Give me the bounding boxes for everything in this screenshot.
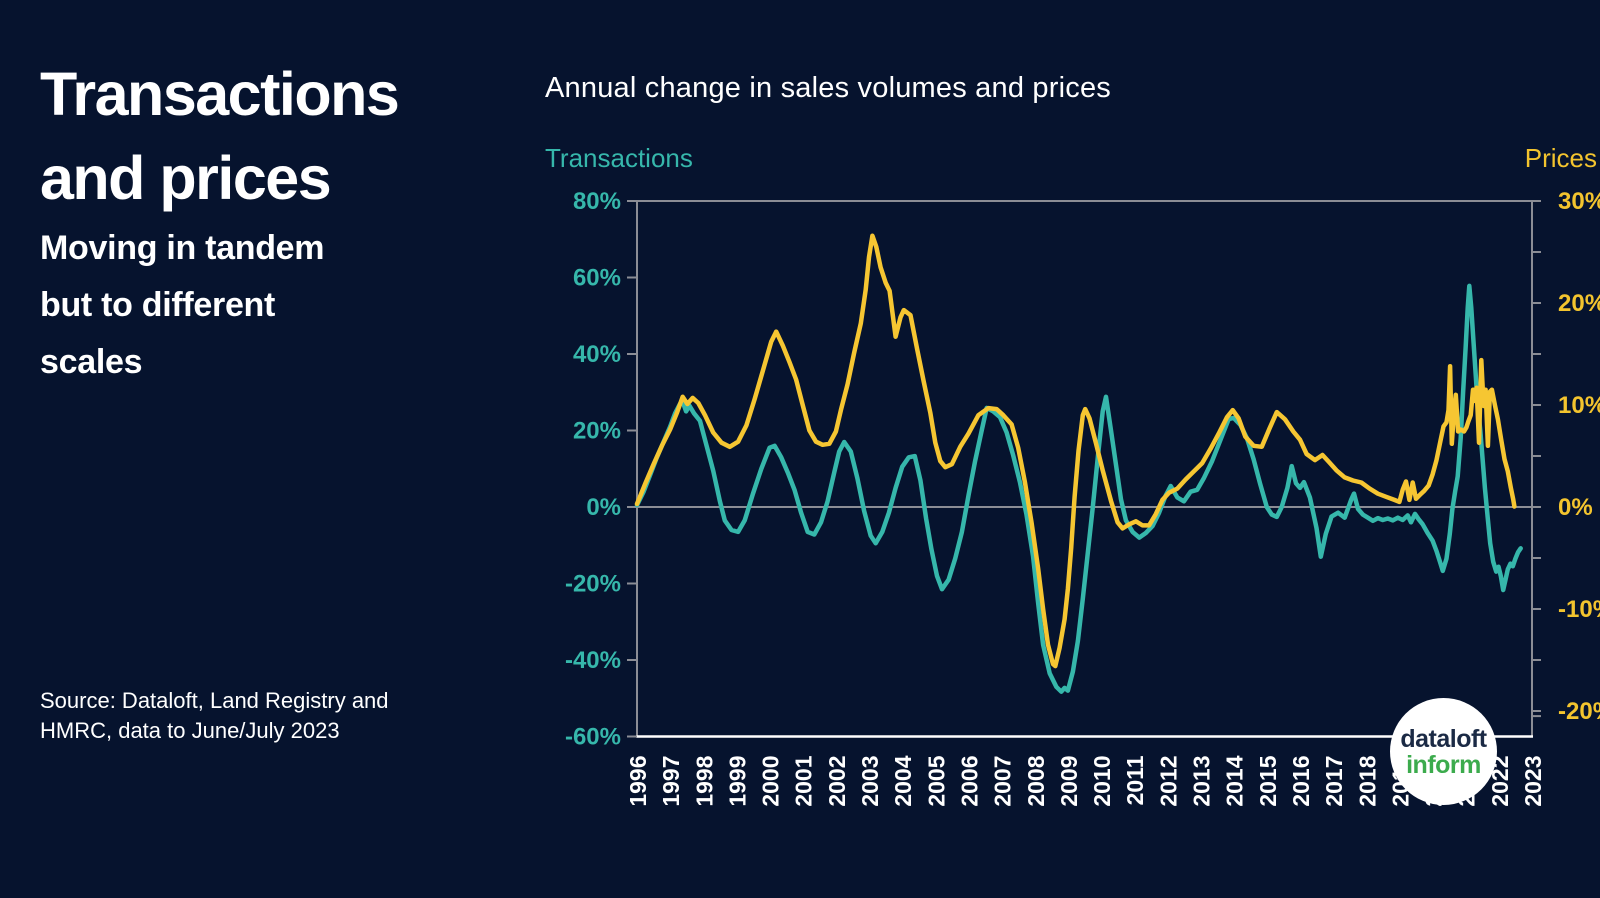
left-axis-tick-label: 20% (573, 418, 621, 445)
right-axis-tick-label: 10% (1558, 392, 1600, 419)
x-axis-year-label: 2015 (1255, 755, 1281, 806)
right-axis-tick-label: 20% (1558, 290, 1600, 317)
left-axis-tick-label: -40% (565, 647, 621, 674)
x-axis-year-label: 2002 (824, 756, 850, 807)
logo-inform-text: inform (1406, 750, 1481, 779)
x-axis-year-label: 2009 (1056, 756, 1082, 807)
left-axis-tick-label: -20% (565, 571, 621, 598)
right-axis-tick-label: -20% (1558, 698, 1600, 725)
right-axis-tick-label: -10% (1558, 596, 1600, 623)
left-axis-tick-label: 80% (573, 188, 621, 215)
left-axis-tick-label: 40% (573, 341, 621, 368)
source-note-line2: HMRC, data to June/July 2023 (40, 718, 340, 743)
chart-title: Annual change in sales volumes and price… (545, 72, 1111, 104)
right-axis-title: Prices (1524, 143, 1597, 173)
x-axis-year-label: 2008 (1023, 755, 1049, 806)
x-axis-year-label: 2017 (1321, 756, 1347, 807)
page-title-line1: Transactions (40, 60, 400, 128)
x-axis-year-label: 2005 (923, 755, 949, 806)
x-axis-year-label: 2001 (791, 755, 817, 806)
transactions-line (634, 283, 1523, 694)
page-title-line2: and prices (40, 144, 332, 212)
x-axis-year-label: 2006 (956, 755, 982, 806)
source-note-line1: Source: Dataloft, Land Registry and (40, 688, 389, 713)
left-axis-title: Transactions (545, 143, 693, 173)
x-axis-year-label: 2003 (857, 756, 883, 807)
x-axis-year-label: 2018 (1354, 755, 1380, 806)
x-axis-year-label: 2014 (1222, 755, 1248, 806)
page-title: Transactions and prices (40, 52, 540, 220)
left-axis-tick-label: -60% (565, 724, 621, 751)
x-axis-year-label: 2011 (1122, 755, 1148, 805)
x-axis-year-label: 2023 (1520, 756, 1546, 807)
right-axis-tick-label: 30% (1558, 188, 1600, 215)
prices-line (634, 233, 1517, 669)
x-axis-year-label: 2007 (990, 756, 1016, 807)
page-subtitle: Moving in tandem but to different scales (40, 220, 460, 391)
x-axis-year-label: 2004 (890, 755, 916, 806)
x-axis-year-label: 1999 (724, 756, 750, 807)
x-axis-year-label: 2013 (1189, 756, 1215, 807)
logo-dataloft-text: dataloft (1400, 724, 1487, 753)
source-note: Source: Dataloft, Land Registry and HMRC… (40, 686, 480, 746)
x-axis-year-label: 1996 (625, 756, 651, 807)
x-axis-year-label: 1998 (691, 755, 717, 806)
x-axis-year-label: 2016 (1288, 756, 1314, 807)
right-axis-tick-label: 0% (1558, 494, 1593, 521)
x-axis-year-label: 2000 (758, 756, 784, 807)
page-subtitle-line1: Moving in tandem (40, 229, 325, 267)
x-axis-year-label: 1997 (658, 756, 684, 807)
x-axis-year-label: 2010 (1089, 756, 1115, 807)
page-subtitle-line3: scales (40, 343, 143, 381)
left-axis-tick-label: 0% (586, 494, 621, 521)
dataloft-inform-logo: dataloft inform (1390, 698, 1497, 805)
x-axis-year-label: 2012 (1155, 756, 1181, 807)
left-axis-tick-label: 60% (573, 265, 621, 292)
page-subtitle-line2: but to different (40, 286, 276, 324)
